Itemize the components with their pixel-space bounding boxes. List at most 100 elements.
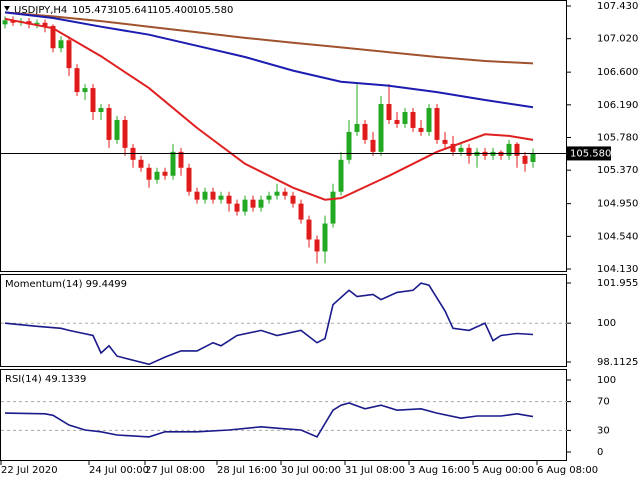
symbol: USDJPY,H4	[14, 5, 67, 16]
x-tick-label: 27 Jul 08:00	[145, 465, 205, 476]
candle-body	[346, 131, 352, 160]
rsi-pane	[0, 369, 567, 461]
candle-body	[458, 147, 464, 152]
candle-body	[114, 119, 120, 140]
y-tick-label: 107.020	[597, 34, 638, 45]
candle-body	[2, 20, 8, 25]
candle-body	[370, 139, 376, 152]
candle-body	[10, 20, 16, 23]
y-tick-label: 0	[597, 447, 603, 458]
candle-body	[418, 127, 424, 132]
candle-body	[426, 108, 432, 132]
candle-body	[178, 151, 184, 168]
y-tick-label: 104.950	[597, 199, 638, 210]
candle-body	[354, 123, 360, 132]
candle-body	[330, 191, 336, 224]
candle-body	[170, 151, 176, 176]
candle-body	[42, 22, 48, 26]
candle-body	[466, 147, 472, 156]
candle-body	[162, 171, 168, 176]
candle-body	[242, 199, 248, 212]
candle-body	[154, 171, 160, 180]
header-value: 105.641	[112, 5, 153, 16]
candle-body	[506, 143, 512, 156]
y-tick-label: 106.600	[597, 67, 638, 78]
y-tick-label: 107.430	[597, 1, 638, 12]
candle-body	[82, 88, 88, 93]
candle-body	[194, 191, 200, 200]
indicator-title: Momentum(14) 99.4499	[5, 279, 127, 290]
candle-body	[290, 195, 296, 204]
y-tick-label: 106.190	[597, 100, 638, 111]
header-value: 105.580	[192, 5, 233, 16]
candle-body	[50, 25, 56, 49]
candle-body	[322, 223, 328, 252]
candle-body	[90, 88, 96, 112]
x-tick-label: 30 Jul 00:00	[281, 465, 341, 476]
candle-body	[402, 111, 408, 124]
candle-body	[186, 167, 192, 192]
candle-body	[410, 111, 416, 128]
x-tick-label: 28 Jul 16:00	[217, 465, 277, 476]
moving-average	[4, 11, 534, 109]
candle-body	[226, 195, 232, 204]
candle-body	[514, 143, 520, 156]
candle-body	[74, 68, 80, 93]
moving-average	[4, 17, 534, 201]
x-tick-label: 24 Jul 00:00	[89, 465, 149, 476]
y-tick-label: 104.130	[597, 264, 638, 275]
y-tick-label: 104.540	[597, 231, 638, 242]
candle-body	[362, 123, 368, 140]
candle-body	[394, 119, 400, 124]
y-tick-label: 100	[597, 318, 616, 329]
x-tick-label: 31 Jul 08:00	[345, 465, 405, 476]
symbol-arrow	[4, 6, 10, 11]
indicator-title: RSI(14) 49.1339	[5, 374, 86, 385]
x-tick-label: 22 Jul 2020	[1, 465, 58, 476]
candle-body	[522, 155, 528, 164]
candle-body	[218, 195, 224, 200]
candle-body	[210, 191, 216, 200]
candle-body	[98, 108, 104, 112]
y-tick-label: 30	[597, 425, 610, 436]
candle-body	[202, 191, 208, 200]
candle-body	[58, 40, 64, 49]
candle-body	[298, 203, 304, 220]
x-tick-label: 3 Aug 16:00	[409, 465, 470, 476]
candle-body	[122, 119, 128, 148]
header-value: 105.473	[72, 5, 113, 16]
candle-body	[138, 159, 144, 168]
y-tick-label: 101.955	[597, 278, 638, 289]
candle-body	[258, 199, 264, 208]
candle-body	[106, 108, 112, 140]
candle-body	[66, 40, 72, 69]
candle-body	[434, 108, 440, 140]
y-tick-label: 105.370	[597, 165, 638, 176]
current-price-box	[567, 146, 611, 161]
y-tick-label: 70	[597, 397, 610, 408]
indicator-line	[4, 282, 534, 366]
candle-body	[338, 159, 344, 192]
candle-body	[442, 139, 448, 144]
candle-body	[34, 22, 40, 25]
candle-body	[250, 199, 256, 208]
candle-body	[306, 219, 312, 240]
candle-body	[234, 203, 240, 212]
momentum-pane	[0, 274, 567, 367]
y-tick-label: 105.780	[597, 133, 638, 144]
candle-body	[530, 153, 536, 162]
y-tick-label: 98.1125	[597, 357, 638, 368]
x-tick-label: 6 Aug 08:00	[537, 465, 598, 476]
candle-body	[274, 191, 280, 196]
candle-body	[266, 195, 272, 200]
moving-average	[4, 11, 534, 65]
main-pane	[0, 0, 567, 272]
indicator-line	[4, 402, 534, 438]
candle-body	[314, 239, 320, 252]
y-tick-label: 100	[597, 375, 616, 386]
candle-body	[378, 104, 384, 152]
candle-body	[386, 104, 392, 120]
candle-body	[282, 191, 288, 196]
